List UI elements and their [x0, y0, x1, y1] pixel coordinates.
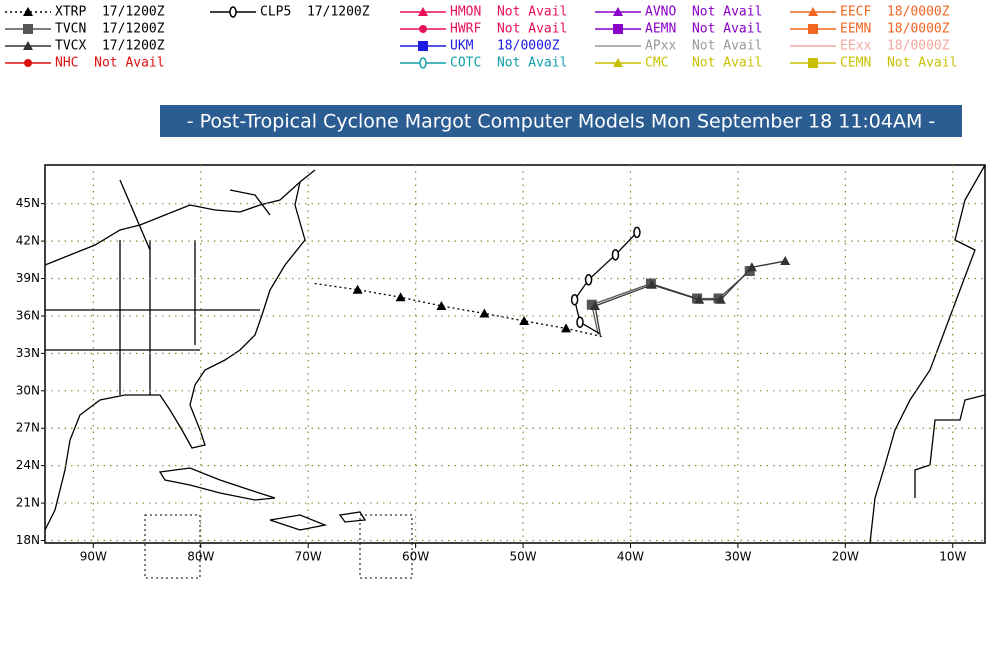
coastline: [44, 169, 316, 531]
title-box: [160, 105, 962, 137]
marker: [479, 308, 490, 318]
marker: [23, 7, 33, 16]
marker: [715, 294, 726, 304]
legend-label: TVCN 17/1200Z: [55, 22, 165, 37]
marker: [570, 293, 579, 306]
africa-borders: [914, 394, 986, 498]
marker: [611, 249, 620, 261]
marker: [808, 24, 818, 34]
legend-label: XTRP 17/1200Z: [55, 5, 165, 20]
marker: [584, 274, 593, 286]
legend-label: HWRF Not Avail: [450, 22, 567, 37]
legend-label: HMON Not Avail: [450, 5, 567, 20]
marker: [613, 58, 623, 67]
chart-title: - Post-Tropical Cyclone Margot Computer …: [187, 111, 936, 133]
marker: [418, 41, 428, 51]
marker: [808, 58, 818, 68]
track-line: [573, 231, 638, 334]
marker: [395, 292, 406, 302]
y-tick-label: 33N: [16, 346, 40, 360]
legend-label: AVNO Not Avail: [645, 5, 762, 20]
map-frame: [44, 164, 986, 544]
basemap: [44, 164, 986, 579]
marker: [713, 293, 724, 304]
legend-label: TVCX 17/1200Z: [55, 39, 165, 54]
marker: [419, 57, 427, 69]
legend-label: COTC Not Avail: [450, 56, 567, 71]
legend-label: EEMN 18/0000Z: [840, 22, 950, 37]
marker: [633, 226, 641, 239]
x-tick-label: 10W: [939, 550, 966, 564]
x-tick-label: 90W: [80, 550, 107, 564]
marker: [646, 279, 657, 289]
marker: [436, 300, 447, 310]
y-tick-label: 45N: [16, 196, 40, 210]
dotted-boxes: [144, 514, 413, 579]
marker: [519, 315, 530, 325]
marker: [23, 24, 33, 34]
marker: [418, 7, 428, 16]
legend-label: CLP5 17/1200Z: [260, 5, 370, 20]
y-tick-label: 24N: [16, 458, 40, 472]
y-tick-label: 27N: [16, 421, 40, 435]
y-tick-label: 30N: [16, 383, 40, 397]
track-line: [594, 260, 786, 337]
legend-label: APxx Not Avail: [645, 39, 762, 54]
x-tick-label: 20W: [832, 550, 859, 564]
marker: [586, 299, 597, 310]
legend-label: UKM 18/0000Z: [450, 39, 560, 54]
marker: [352, 284, 363, 294]
state-borders: [45, 179, 271, 395]
marker: [576, 316, 584, 328]
marker: [419, 25, 427, 33]
marker: [780, 256, 791, 266]
legend-label: CMC Not Avail: [645, 56, 762, 71]
track-line: [591, 270, 751, 335]
x-tick-label: 40W: [617, 550, 644, 564]
islands: [158, 467, 367, 531]
y-tick-label: 18N: [16, 533, 40, 547]
marker: [590, 300, 601, 310]
marker: [808, 7, 818, 16]
legend-label: CEMN Not Avail: [840, 56, 957, 71]
track-line: [314, 282, 605, 338]
legend-label: EECF 18/0000Z: [840, 5, 950, 20]
legend-label: NHC Not Avail: [55, 56, 165, 71]
legend-label: AEMN Not Avail: [645, 22, 762, 37]
x-tick-label: 70W: [295, 550, 322, 564]
marker: [229, 6, 237, 18]
x-tick-label: 50W: [509, 550, 536, 564]
x-tick-label: 80W: [187, 550, 214, 564]
y-tick-label: 42N: [16, 234, 40, 248]
y-tick-label: 36N: [16, 308, 40, 322]
marker: [694, 294, 705, 304]
marker: [561, 323, 572, 333]
x-tick-label: 60W: [402, 550, 429, 564]
marker: [24, 59, 32, 67]
africa-coast: [869, 164, 986, 544]
y-tick-label: 39N: [16, 271, 40, 285]
y-tick-label: 21N: [16, 496, 40, 510]
marker: [613, 24, 623, 34]
marker: [23, 41, 33, 50]
legend-label: EExx 18/0000Z: [840, 39, 950, 54]
marker: [613, 7, 623, 16]
marker: [746, 262, 757, 272]
x-tick-label: 30W: [724, 550, 751, 564]
